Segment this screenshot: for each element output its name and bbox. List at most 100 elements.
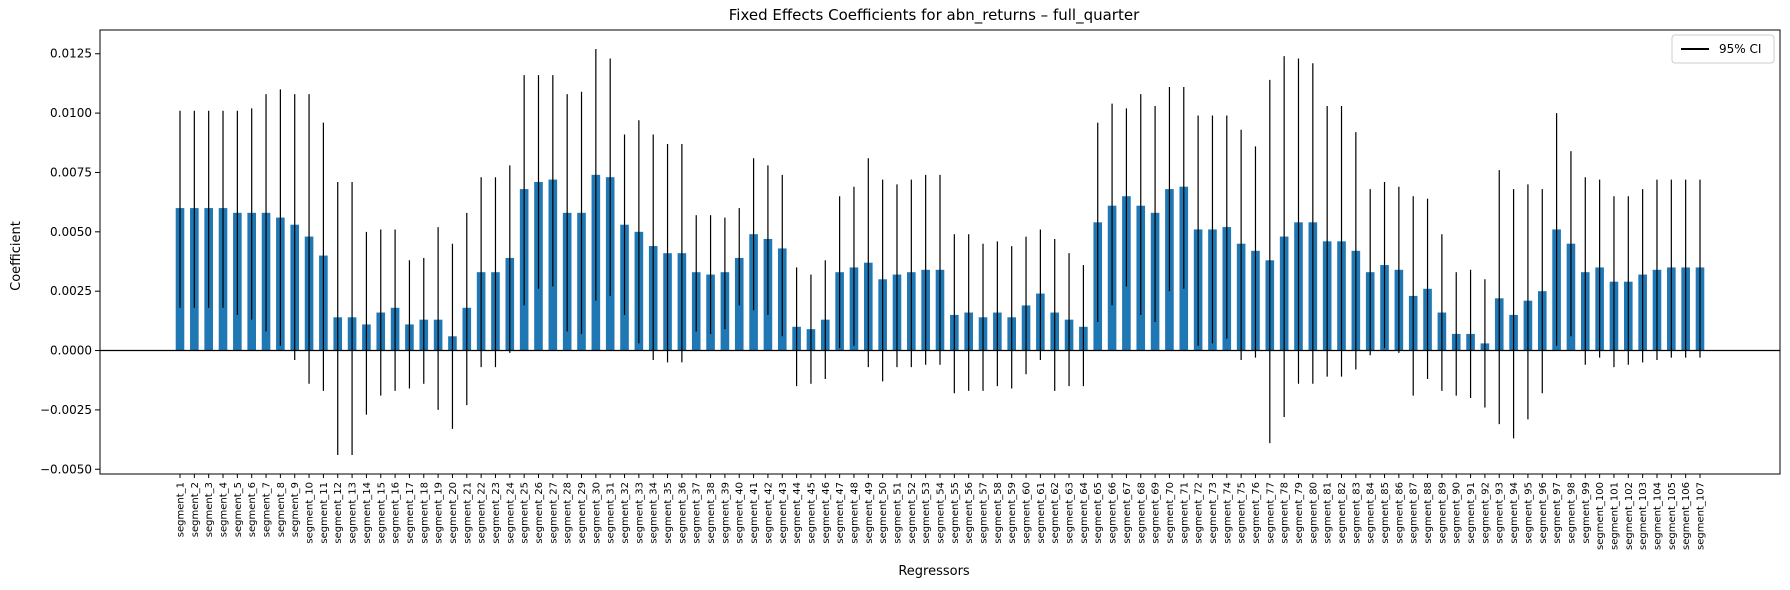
x-tick-label: segment_50	[878, 482, 889, 544]
x-tick-label: segment_103	[1638, 482, 1649, 550]
x-tick-label: segment_71	[1179, 482, 1190, 544]
x-tick-label: segment_95	[1523, 482, 1534, 544]
x-tick-label: segment_17	[405, 482, 416, 544]
x-tick-label: segment_82	[1337, 482, 1348, 544]
x-tick-label: segment_86	[1394, 482, 1405, 544]
y-tick-label: 0.0000	[50, 344, 92, 358]
x-tick-label: segment_16	[391, 482, 402, 544]
x-tick-label: segment_76	[1251, 482, 1262, 544]
x-tick-label: segment_11	[319, 482, 330, 544]
x-tick-label: segment_84	[1366, 482, 1377, 544]
x-tick-label: segment_89	[1437, 482, 1448, 544]
x-tick-label: segment_58	[993, 482, 1004, 544]
x-tick-label: segment_43	[778, 482, 789, 544]
x-tick-label: segment_33	[634, 482, 645, 544]
x-tick-label: segment_14	[362, 482, 373, 544]
x-tick-label: segment_55	[950, 482, 961, 544]
x-tick-label: segment_62	[1050, 482, 1061, 544]
x-tick-label: segment_65	[1093, 482, 1104, 544]
x-tick-label: segment_106	[1681, 482, 1692, 550]
x-tick-label: segment_98	[1566, 482, 1577, 544]
x-tick-label: segment_69	[1151, 482, 1162, 544]
x-tick-label: segment_36	[677, 482, 688, 544]
x-tick-label: segment_3	[204, 482, 215, 537]
x-tick-label: segment_91	[1466, 482, 1477, 544]
x-tick-label: segment_57	[979, 482, 990, 544]
y-tick-label: 0.0025	[50, 284, 92, 298]
x-tick-label: segment_9	[290, 482, 301, 537]
x-tick-label: segment_26	[534, 482, 545, 544]
x-tick-label: segment_85	[1380, 482, 1391, 544]
x-tick-label: segment_48	[849, 482, 860, 544]
x-tick-label: segment_101	[1609, 482, 1620, 550]
x-tick-label: segment_107	[1696, 482, 1707, 550]
x-tick-label: segment_29	[577, 482, 588, 544]
x-tick-label: segment_37	[692, 482, 703, 544]
chart-title: Fixed Effects Coefficients for abn_retur…	[729, 6, 1140, 25]
x-tick-label: segment_38	[706, 482, 717, 544]
x-tick-label: segment_72	[1194, 482, 1205, 544]
x-tick-label: segment_44	[792, 482, 803, 544]
x-tick-label: segment_74	[1222, 482, 1233, 544]
x-tick-label: segment_102	[1624, 482, 1635, 550]
x-tick-label: segment_24	[505, 482, 516, 544]
x-tick-label: segment_54	[936, 482, 947, 544]
x-tick-label: segment_8	[276, 482, 287, 537]
x-tick-label: segment_104	[1652, 482, 1663, 550]
x-tick-label: segment_80	[1308, 482, 1319, 544]
y-tick-label: −0.0050	[40, 462, 92, 476]
y-axis-label: Coefficient	[9, 221, 24, 291]
x-tick-label: segment_99	[1581, 482, 1592, 544]
x-tick-label: segment_12	[333, 482, 344, 544]
x-tick-label: segment_56	[964, 482, 975, 544]
x-tick-label: segment_28	[563, 482, 574, 544]
x-tick-label: segment_105	[1667, 482, 1678, 550]
x-tick-label: segment_93	[1495, 482, 1506, 544]
x-tick-label: segment_75	[1237, 482, 1248, 544]
x-tick-label: segment_60	[1022, 482, 1033, 544]
x-tick-label: segment_15	[376, 482, 387, 544]
x-tick-label: segment_49	[864, 482, 875, 544]
x-tick-label: segment_96	[1538, 482, 1549, 544]
y-tick-label: 0.0125	[50, 47, 92, 61]
x-tick-label: segment_88	[1423, 482, 1434, 544]
x-tick-label: segment_100	[1595, 482, 1606, 550]
x-tick-label: segment_45	[806, 482, 817, 544]
x-axis-label: Regressors	[898, 564, 970, 579]
x-tick-label: segment_52	[907, 482, 918, 544]
x-tick-label: segment_90	[1452, 482, 1463, 544]
y-tick-label: 0.0100	[50, 106, 92, 120]
x-tick-label: segment_78	[1280, 482, 1291, 544]
x-tick-label: segment_61	[1036, 482, 1047, 544]
x-tick-label: segment_27	[548, 482, 559, 544]
x-tick-label: segment_79	[1294, 482, 1305, 544]
x-tick-label: segment_30	[591, 482, 602, 544]
x-tick-label: segment_94	[1509, 482, 1520, 544]
x-tick-label: segment_40	[735, 482, 746, 544]
x-tick-label: segment_5	[233, 482, 244, 537]
legend-box	[1671, 34, 1775, 64]
x-tick-label: segment_68	[1136, 482, 1147, 544]
x-tick-label: segment_73	[1208, 482, 1219, 544]
x-tick-label: segment_42	[763, 482, 774, 544]
x-tick-label: segment_63	[1065, 482, 1076, 544]
x-tick-label: segment_20	[448, 482, 459, 544]
x-tick-label: segment_97	[1552, 482, 1563, 544]
x-tick-label: segment_19	[434, 482, 445, 544]
x-tick-label: segment_23	[491, 482, 502, 544]
x-tick-label: segment_70	[1165, 482, 1176, 544]
x-tick-label: segment_53	[921, 482, 932, 544]
x-tick-label: segment_81	[1323, 482, 1334, 544]
x-tick-label: segment_47	[835, 482, 846, 544]
x-tick-label: segment_32	[620, 482, 631, 544]
x-tick-label: segment_77	[1265, 482, 1276, 544]
x-tick-label: segment_46	[821, 482, 832, 544]
legend: 95% CI	[1671, 34, 1775, 64]
x-tick-label: segment_64	[1079, 482, 1090, 544]
x-tick-label: segment_67	[1122, 482, 1133, 544]
x-tick-label: segment_59	[1007, 482, 1018, 544]
x-tick-label: segment_35	[663, 482, 674, 544]
x-tick-label: segment_4	[219, 482, 230, 537]
x-tick-label: segment_18	[419, 482, 430, 544]
